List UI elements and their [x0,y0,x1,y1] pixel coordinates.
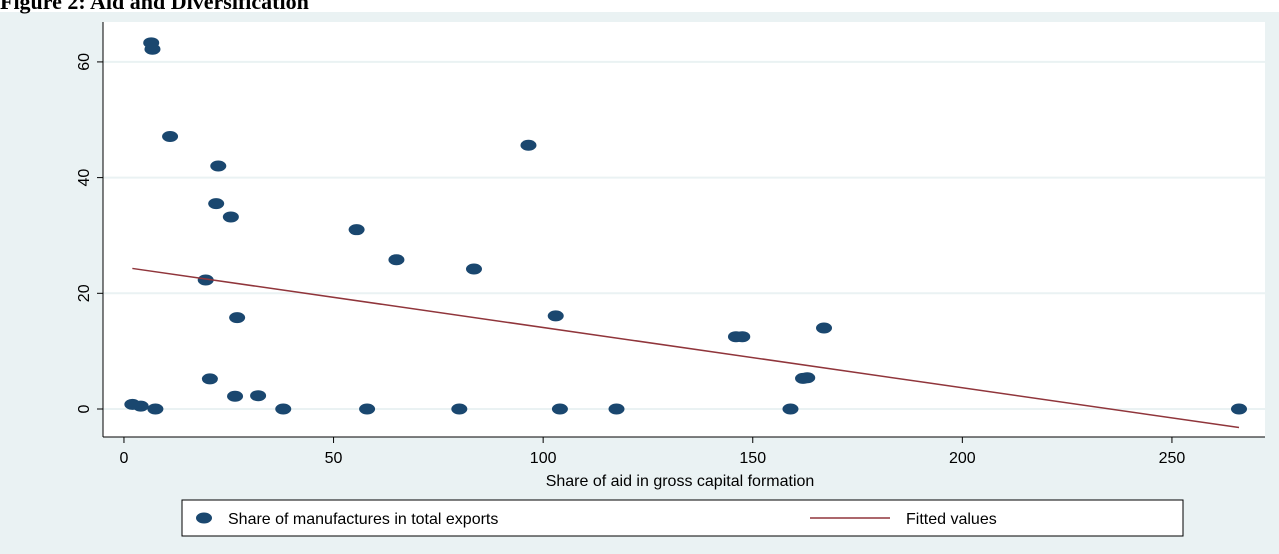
y-tick-label: 20 [76,284,93,302]
fitted-line [132,267,1240,429]
point [229,312,246,324]
x-tick-label: 250 [1159,450,1186,467]
x-tick-label: 150 [739,450,766,467]
point [465,263,482,275]
legend-box [181,499,1184,537]
point [197,274,214,286]
point [799,372,816,384]
x-tick-label: 0 [120,450,129,467]
point [547,310,564,322]
point [227,390,244,402]
y-tick-label: 60 [76,53,93,71]
chart-title: Figure 2: Aid and Diversification [0,0,309,14]
point [222,211,239,223]
point [275,403,292,415]
point [551,403,568,415]
point [359,403,376,415]
point [734,331,751,343]
y-tick-label: 0 [76,404,93,413]
point [451,403,468,415]
x-tick-label: 50 [325,450,343,467]
plot-area [103,22,1265,437]
point [816,322,833,334]
point [201,373,218,385]
x-tick-label: 200 [949,450,976,467]
point [147,403,164,415]
point [520,139,537,151]
point [132,400,149,412]
point [782,403,799,415]
legend-marker [196,512,212,524]
y-tick-label: 40 [76,169,93,187]
point [162,131,179,143]
point [208,198,225,210]
point [144,43,161,55]
x-tick-label: 100 [530,450,557,467]
point [388,254,405,266]
legend-label: Share of manufactures in total exports [228,511,498,528]
point [1231,403,1248,415]
x-axis-label: Share of aid in gross capital formation [546,473,815,490]
point [348,224,365,236]
point [608,403,625,415]
legend-label: Fitted values [906,511,997,528]
point [210,160,227,172]
point [250,390,267,402]
